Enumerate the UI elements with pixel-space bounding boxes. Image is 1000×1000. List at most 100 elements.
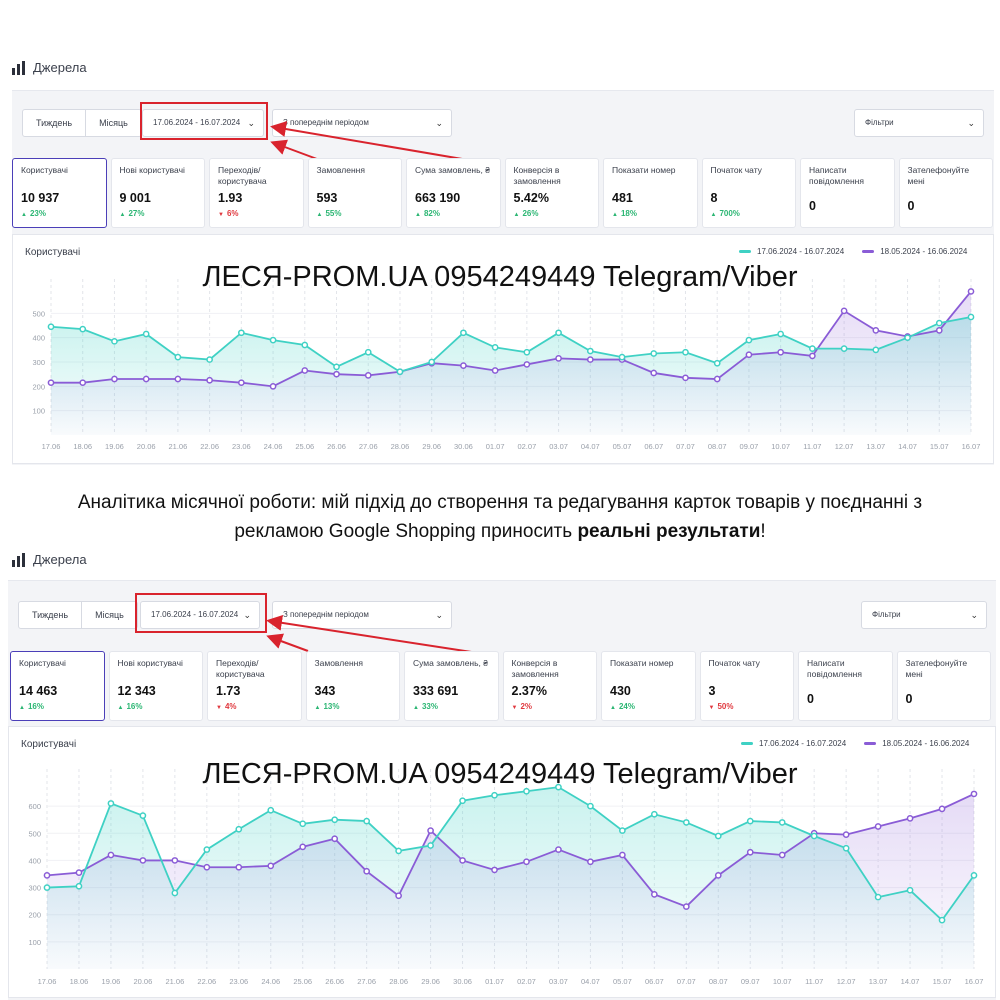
period-tabs: Тиждень Місяць <box>22 109 142 137</box>
data-point <box>427 842 434 849</box>
tab-week[interactable]: Тиждень <box>32 610 69 620</box>
header-title: Джерела <box>33 552 87 567</box>
x-tick-label: 26.06 <box>327 442 346 451</box>
highlight-box <box>135 593 267 633</box>
kpi-card[interactable]: Конверсія в замовлення 2.37% ▼ 2% <box>502 651 597 721</box>
kpi-card[interactable]: Початок чату 3 ▼ 50% <box>699 651 794 721</box>
data-point <box>174 375 182 383</box>
kpi-label: Нові користувачі <box>119 165 185 175</box>
sources-header: Джерела <box>12 552 87 567</box>
legend-item-previous[interactable]: 18.05.2024 - 16.06.2024 <box>862 247 967 256</box>
data-point <box>301 341 309 349</box>
kpi-label: Зателефонуйте мені <box>907 165 970 186</box>
filters-select[interactable]: Фільтри ⌄ <box>854 109 984 137</box>
data-point <box>778 819 786 826</box>
kpi-value: 0 <box>907 199 915 213</box>
data-point <box>203 846 211 853</box>
data-point <box>555 783 562 791</box>
legend-item-previous[interactable]: 18.05.2024 - 16.06.2024 <box>864 739 969 748</box>
x-tick-label: 20.06 <box>137 442 156 451</box>
tab-month[interactable]: Місяць <box>81 602 137 628</box>
data-point <box>745 351 753 359</box>
y-tick-label: 300 <box>28 884 41 893</box>
filters-value: Фільтри <box>872 610 901 619</box>
kpi-card[interactable]: Написати повідомлення 0 <box>798 651 893 721</box>
data-point <box>491 791 498 799</box>
kpi-value: 663 190 <box>415 191 461 205</box>
legend-item-current[interactable]: 17.06.2024 - 16.07.2024 <box>741 739 846 748</box>
data-point <box>142 375 150 383</box>
chevron-down-icon: ⌄ <box>435 118 443 128</box>
kpi-card[interactable]: Нові користувачі 12 343 ▲ 16% <box>108 651 203 721</box>
x-tick-label: 22.06 <box>200 442 219 451</box>
date-range-select[interactable]: 17.06.2024 - 16.07.2024 ⌄ <box>140 601 260 629</box>
x-tick-label: 21.06 <box>165 977 184 986</box>
data-point <box>79 325 87 333</box>
kpi-value: 0 <box>809 199 816 213</box>
kpi-card[interactable]: Переходів/ користувача 1.93 ▼ 6% <box>209 158 304 228</box>
kpi-row: Користувачі 14 463 ▲ 16% Нові користувачі 12 … <box>10 651 991 721</box>
data-point <box>43 872 51 879</box>
kpi-label: Написати повідомлення <box>807 658 862 679</box>
kpi-card[interactable]: Показати номер 481 ▲ 18% <box>603 158 698 228</box>
chevron-down-icon: ⌄ <box>435 610 443 620</box>
data-point <box>938 805 946 813</box>
kpi-card[interactable]: Початок чату 8 ▲ 700% <box>701 158 796 228</box>
x-tick-label: 04.07 <box>581 442 600 451</box>
highlight-box <box>140 102 268 140</box>
kpi-value: 10 937 <box>21 191 60 205</box>
kpi-card[interactable]: Сума замовлень, ₴ 333 691 ▲ 33% <box>404 651 499 721</box>
data-point <box>107 851 115 859</box>
chart-legend: 17.06.2024 - 16.07.2024 18.05.2024 - 16.… <box>739 247 967 256</box>
triangle-down-icon: ▼ <box>216 705 222 711</box>
kpi-card[interactable]: Написати повідомлення 0 <box>800 158 895 228</box>
x-tick-label: 17.06 <box>42 442 61 451</box>
y-tick-label: 500 <box>32 309 45 318</box>
kpi-card[interactable]: Замовлення 343 ▲ 13% <box>305 651 400 721</box>
data-point <box>586 347 594 355</box>
tab-month[interactable]: Місяць <box>85 110 141 136</box>
kpi-card[interactable]: Переходів/ користувача 1.73 ▼ 4% <box>207 651 302 721</box>
kpi-label: Написати повідомлення <box>809 165 864 186</box>
kpi-card[interactable]: Показати номер 430 ▲ 24% <box>601 651 696 721</box>
kpi-card[interactable]: Замовлення 593 ▲ 55% <box>307 158 402 228</box>
kpi-card[interactable]: Сума замовлень, ₴ 663 190 ▲ 82% <box>406 158 501 228</box>
x-tick-label: 29.06 <box>421 977 440 986</box>
data-point <box>460 362 467 369</box>
tab-week[interactable]: Тиждень <box>36 118 73 128</box>
x-tick-label: 15.07 <box>933 977 952 986</box>
chevron-down-icon: ⌄ <box>243 610 251 620</box>
y-tick-label: 300 <box>32 358 45 367</box>
kpi-card[interactable]: Нові користувачі 9 001 ▲ 27% <box>110 158 205 228</box>
date-range-select[interactable]: 17.06.2024 - 16.07.2024 ⌄ <box>142 109 264 137</box>
data-point <box>139 857 147 864</box>
kpi-card[interactable]: Зателефонуйте мені 0 <box>898 158 993 228</box>
kpi-card[interactable]: Зателефонуйте мені 0 <box>896 651 991 721</box>
data-point <box>777 348 785 356</box>
kpi-card[interactable]: Конверсія в замовлення 5.42% ▲ 26% <box>504 158 599 228</box>
x-tick-label: 18.06 <box>70 977 89 986</box>
kpi-value: 1.73 <box>216 684 241 698</box>
data-point <box>618 353 626 361</box>
data-point <box>237 379 245 387</box>
x-tick-label: 01.07 <box>485 977 504 986</box>
chevron-down-icon: ⌄ <box>967 118 975 128</box>
kpi-label: Замовлення <box>314 658 363 668</box>
x-tick-label: 19.06 <box>105 442 124 451</box>
kpi-card[interactable]: Користувачі 14 463 ▲ 16% <box>10 651 105 721</box>
filters-select[interactable]: Фільтри ⌄ <box>861 601 987 629</box>
kpi-card[interactable]: Користувачі 10 937 ▲ 23% <box>12 158 107 228</box>
kpi-label: Початок чату <box>710 165 762 175</box>
legend-item-current[interactable]: 17.06.2024 - 16.07.2024 <box>739 247 844 256</box>
kpi-label: Початок чату <box>708 658 760 668</box>
watermark: ЛЕСЯ-PROM.UA 0954249449 Telegram/Viber <box>202 758 798 790</box>
data-point <box>587 858 594 866</box>
data-point <box>935 319 943 327</box>
data-point <box>650 350 658 357</box>
data-point <box>523 348 531 356</box>
series-area <box>47 787 974 969</box>
data-point <box>331 835 339 843</box>
kpi-label: Конверсія в замовлення <box>513 165 561 186</box>
x-tick-label: 03.07 <box>549 977 568 986</box>
data-point <box>650 369 658 377</box>
